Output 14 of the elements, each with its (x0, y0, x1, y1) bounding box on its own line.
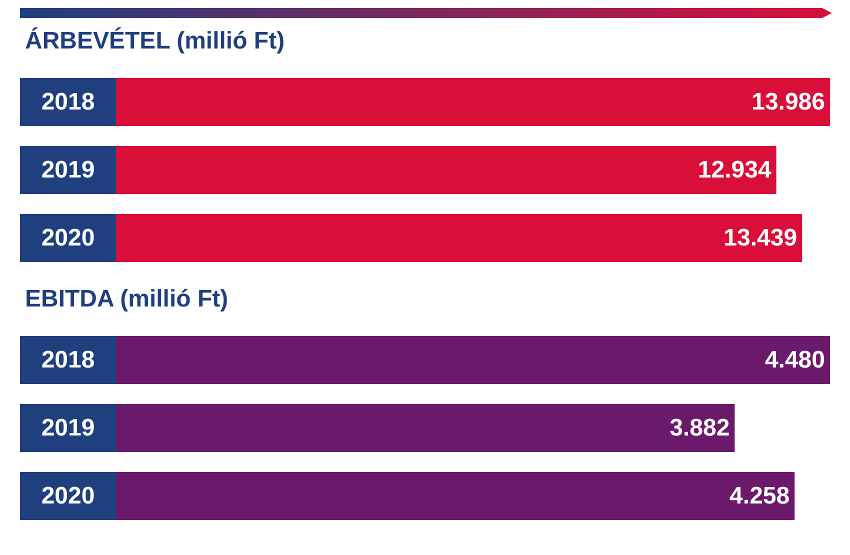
data-label: 4.258 (730, 482, 790, 510)
y-tick-label: 2019 (41, 414, 95, 442)
y-tick-label: 2018 (41, 88, 95, 116)
data-label: 3.882 (670, 414, 730, 442)
data-label: 4.480 (764, 346, 825, 374)
data-label: 13.986 (752, 88, 825, 116)
y-tick-label: 2018 (41, 346, 95, 374)
data-label: 13.439 (724, 224, 798, 252)
chart-title: EBITDA (millió Ft) (25, 286, 228, 312)
data-label: 12.934 (698, 156, 772, 184)
y-tick-label: 2020 (41, 224, 95, 252)
y-tick-label: 2020 (41, 482, 95, 510)
chart-title: ÁRBEVÉTEL (millió Ft) (25, 26, 285, 54)
y-tick-label: 2019 (41, 156, 95, 184)
